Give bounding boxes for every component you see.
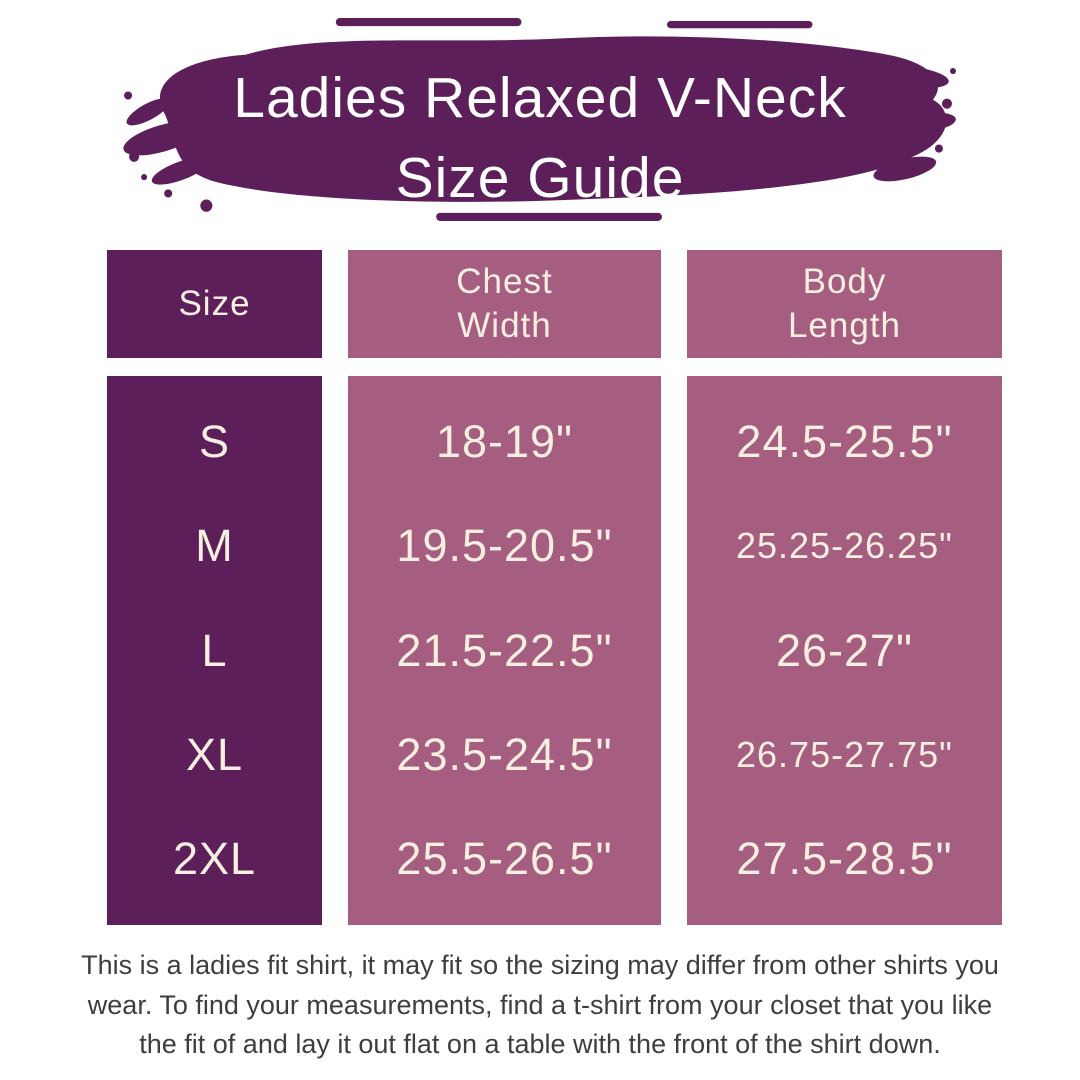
chest-width-l: 21.5-22.5" [396,624,613,676]
chest-width-column: 18-19" 19.5-20.5" 21.5-22.5" 23.5-24.5" … [348,376,661,925]
chest-width-s: 18-19" [435,416,574,468]
footer-note-line3: the fit of and lay it out flat on a tabl… [139,1029,941,1059]
chest-width-m: 19.5-20.5" [396,520,613,572]
body-length-2xl: 27.5-28.5" [736,832,953,884]
column-header-size: Size [107,250,322,358]
chest-width-xl: 23.5-24.5" [396,728,613,780]
column-header-chest-width-line2: Width [457,306,552,345]
footer-note-line2: wear. To find your measurements, find a … [87,989,993,1020]
body-length-xl: 26.75-27.75" [736,733,953,775]
header-banner: Ladies Relaxed V-Neck Size Guide [0,0,1080,245]
size-value-2xl: 2XL [172,832,257,884]
size-table: Size Chest Width Body Length S M L XL 2X… [107,250,1002,925]
brush-stroke-graphic [123,18,956,221]
size-value-s: S [198,416,230,468]
page-title: Ladies Relaxed V-Neck Size Guide [0,58,1080,218]
column-header-chest-width: Chest Width [348,250,661,358]
column-header-chest-width-line1: Chest [456,262,553,301]
body-length-column: 24.5-25.5" 25.25-26.25" 26-27" 26.75-27.… [687,376,1002,925]
size-value-l: L [201,624,228,676]
body-length-s: 24.5-25.5" [736,416,953,468]
size-value-xl: XL [185,728,244,780]
size-column: S M L XL 2XL [107,376,322,925]
page-title-line1: Ladies Relaxed V-Neck [233,66,847,130]
column-header-size-label: Size [178,284,251,323]
body-length-m: 25.25-26.25" [736,525,953,567]
footer-note: This is a ladies fit shirt, it may fit s… [0,946,1080,1065]
size-value-m: M [195,520,234,572]
chest-width-2xl: 25.5-26.5" [396,832,613,884]
column-header-body-length-line1: Body [802,262,887,301]
column-header-body-length: Body Length [687,250,1002,358]
page-title-line2: Size Guide [395,146,685,210]
body-length-l: 26-27" [775,624,914,676]
footer-note-line1: This is a ladies fit shirt, it may fit s… [81,950,999,980]
column-header-body-length-line2: Length [787,306,902,345]
